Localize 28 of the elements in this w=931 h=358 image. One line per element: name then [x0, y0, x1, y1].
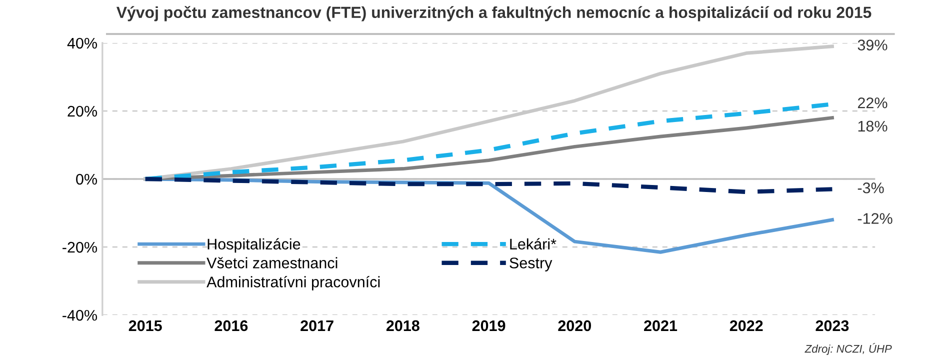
annotation: -3% [858, 182, 884, 194]
legend-label: Sestry [510, 258, 552, 272]
text: Zdroj: NCZI, ÚHP [804, 342, 892, 355]
line-series [144, 116, 834, 181]
x-tick-label: 2018 [386, 320, 420, 332]
x-tick-label: 2015 [128, 320, 162, 332]
x-tick-label: 2020 [558, 320, 592, 332]
x-tick-label: 2023 [816, 320, 849, 332]
x-tick-label: 2017 [300, 320, 334, 332]
x-tick-label: 2021 [644, 320, 678, 332]
chart-title: Vývoj počtu zamestnancov (FTE) univerzitných a fakultných nemocníc a hospitalizácií od roku 2015 [116, 6, 872, 22]
y-tick-label: -40% [62, 310, 98, 321]
annotation: 39% [858, 40, 888, 50]
legend-label: Všetci zamestnanci [206, 257, 338, 268]
legend-label: Lekári* [510, 238, 556, 250]
legend-label: Hospitalizácie [208, 238, 300, 253]
y-tick-label: 20% [68, 106, 98, 117]
annotation: -12% [858, 213, 892, 224]
x-tick-label: 2022 [730, 320, 763, 332]
x-tick-label: 2016 [214, 320, 248, 332]
y-tick-label: 0% [76, 174, 98, 185]
x-tick-label: 2019 [472, 320, 506, 332]
line-series [143, 176, 834, 194]
legend-label: Administratívni pracovníci [206, 276, 380, 290]
y-tick-label: -20% [62, 242, 98, 253]
annotation: 18% [858, 120, 888, 132]
y-tick-label: 40% [67, 38, 98, 49]
annotation: 22% [858, 97, 888, 108]
